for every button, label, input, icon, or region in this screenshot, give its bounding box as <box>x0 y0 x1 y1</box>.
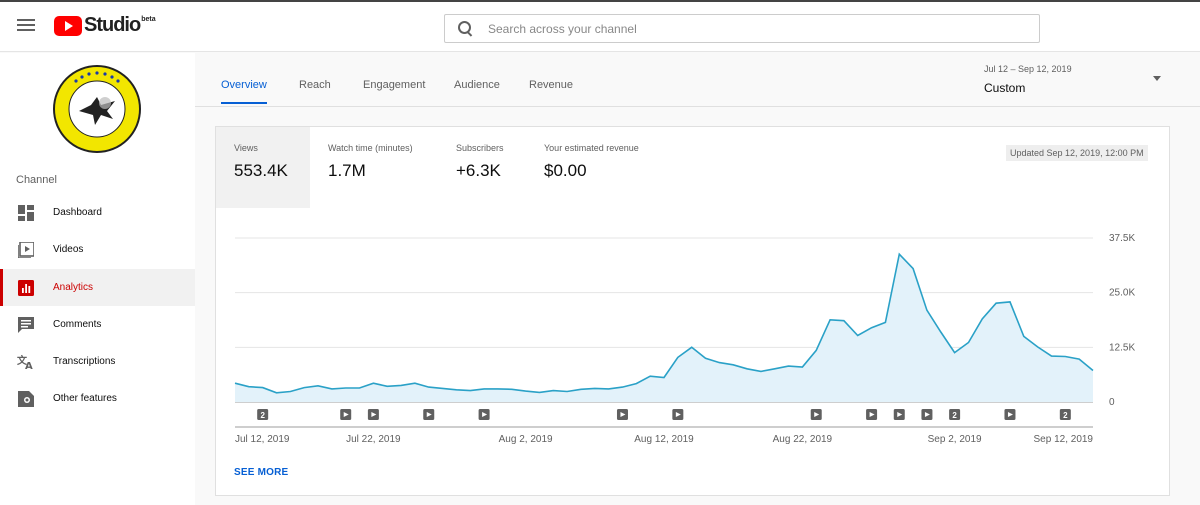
search-input[interactable] <box>488 21 1008 36</box>
video-marker[interactable] <box>257 409 269 420</box>
views-chart[interactable]: 0 12.5K 25.0K 37.5K 2 2 2 Jul 12, 2019 Jul 22, 2… <box>216 209 1169 459</box>
search-icon[interactable] <box>458 20 474 37</box>
sidebar-item-dashboard[interactable]: Dashboard <box>0 194 195 231</box>
date-range-dates: Jul 12 – Sep 12, 2019 <box>984 64 1072 74</box>
x-tick-label: Jul 22, 2019 <box>346 434 401 445</box>
logo-text: Studio <box>84 14 141 36</box>
y-tick-label: 0 <box>1109 397 1115 408</box>
play-icon <box>869 412 875 417</box>
overview-card: Views 553.4K Watch time (minutes) 1.7M S… <box>215 126 1170 496</box>
other-features-icon <box>17 390 35 408</box>
sidebar-item-other-features[interactable]: Other features <box>0 380 195 417</box>
metric-subscribers[interactable]: Subscribers +6.3K <box>438 127 504 208</box>
play-icon <box>371 412 377 417</box>
series-line[interactable] <box>234 252 1094 394</box>
metric-value: 553.4K <box>234 161 288 180</box>
metric-label: Your estimated revenue <box>544 143 639 153</box>
video-marker-count: 2 <box>1063 411 1068 420</box>
svg-text:A: A <box>25 361 33 370</box>
sidebar-item-label: Transcriptions <box>53 356 116 367</box>
x-tick-label: Jul 12, 2019 <box>235 434 290 445</box>
x-tick-label: Sep 12, 2019 <box>1034 434 1094 445</box>
video-marker-count: 2 <box>952 411 957 420</box>
channel-logo-emblem <box>56 68 138 150</box>
channel-avatar[interactable] <box>53 65 141 153</box>
series-area <box>235 254 1093 402</box>
hamburger-menu-icon[interactable] <box>16 16 36 36</box>
sidebar-item-comments[interactable]: Comments <box>0 306 195 343</box>
metric-value: +6.3K <box>456 161 501 180</box>
metric-label: Watch time (minutes) <box>328 143 413 153</box>
sidebar-item-label: Comments <box>53 319 102 330</box>
date-range-selector[interactable]: Jul 12 – Sep 12, 2019 Custom <box>984 64 1072 95</box>
play-icon <box>343 412 349 417</box>
play-icon <box>897 412 903 417</box>
comments-icon <box>17 316 35 334</box>
metric-watch-time[interactable]: Watch time (minutes) 1.7M <box>310 127 413 208</box>
metric-label: Subscribers <box>456 143 504 153</box>
play-icon <box>1007 412 1013 417</box>
video-marker[interactable] <box>1059 409 1071 420</box>
sidebar-item-analytics[interactable]: Analytics <box>0 269 195 306</box>
sidebar-item-label: Analytics <box>53 282 94 293</box>
play-icon <box>814 412 820 417</box>
y-tick-label: 37.5K <box>1109 233 1135 244</box>
x-tick-label: Aug 12, 2019 <box>634 434 694 445</box>
sidebar-item-videos[interactable]: Videos <box>0 231 195 268</box>
video-marker[interactable] <box>949 409 961 420</box>
svg-text:文: 文 <box>17 354 28 367</box>
tab-reach[interactable]: Reach <box>299 79 331 91</box>
sidebar: Channel Dashboard Videos Analytics Comme… <box>0 53 195 505</box>
youtube-play-icon <box>54 15 82 36</box>
analytics-tabs: Overview Reach Engagement Audience Reven… <box>195 53 1200 107</box>
metric-revenue[interactable]: Your estimated revenue $0.00 <box>526 127 639 208</box>
dashboard-icon <box>17 204 35 222</box>
video-marker-count: 2 <box>260 411 265 420</box>
y-tick-label: 25.0K <box>1109 288 1135 299</box>
play-icon <box>482 412 488 417</box>
sidebar-item-label: Dashboard <box>53 207 102 218</box>
analytics-icon <box>17 279 35 297</box>
play-icon <box>924 412 930 417</box>
date-range-label: Custom <box>984 81 1026 95</box>
metric-value: 1.7M <box>328 161 366 180</box>
chevron-down-icon[interactable] <box>1153 76 1161 81</box>
sidebar-item-label: Other features <box>53 393 117 404</box>
x-tick-label: Aug 22, 2019 <box>773 434 833 445</box>
play-icon <box>675 412 681 417</box>
search-box[interactable] <box>444 14 1040 43</box>
metric-label: Views <box>234 143 258 153</box>
sidebar-item-label: Videos <box>53 244 84 255</box>
y-tick-label: 12.5K <box>1109 342 1135 353</box>
channel-section-label: Channel <box>16 174 57 186</box>
tab-overview[interactable]: Overview <box>221 79 267 104</box>
top-bar: Studio beta <box>0 0 1200 52</box>
tab-engagement[interactable]: Engagement <box>363 79 426 91</box>
updated-timestamp: Updated Sep 12, 2019, 12:00 PM <box>1006 145 1148 161</box>
x-tick-label: Sep 2, 2019 <box>928 434 982 445</box>
tab-revenue[interactable]: Revenue <box>529 79 574 91</box>
beta-badge: beta <box>141 16 156 23</box>
studio-logo[interactable]: Studio beta <box>54 14 156 37</box>
videos-icon <box>17 241 35 259</box>
see-more-link[interactable]: SEE MORE <box>234 467 289 478</box>
play-icon <box>620 412 626 417</box>
metric-views[interactable]: Views 553.4K <box>216 127 310 208</box>
metric-value: $0.00 <box>544 161 587 180</box>
play-icon <box>426 412 432 417</box>
tab-audience[interactable]: Audience <box>454 79 500 91</box>
x-tick-label: Aug 2, 2019 <box>499 434 553 445</box>
